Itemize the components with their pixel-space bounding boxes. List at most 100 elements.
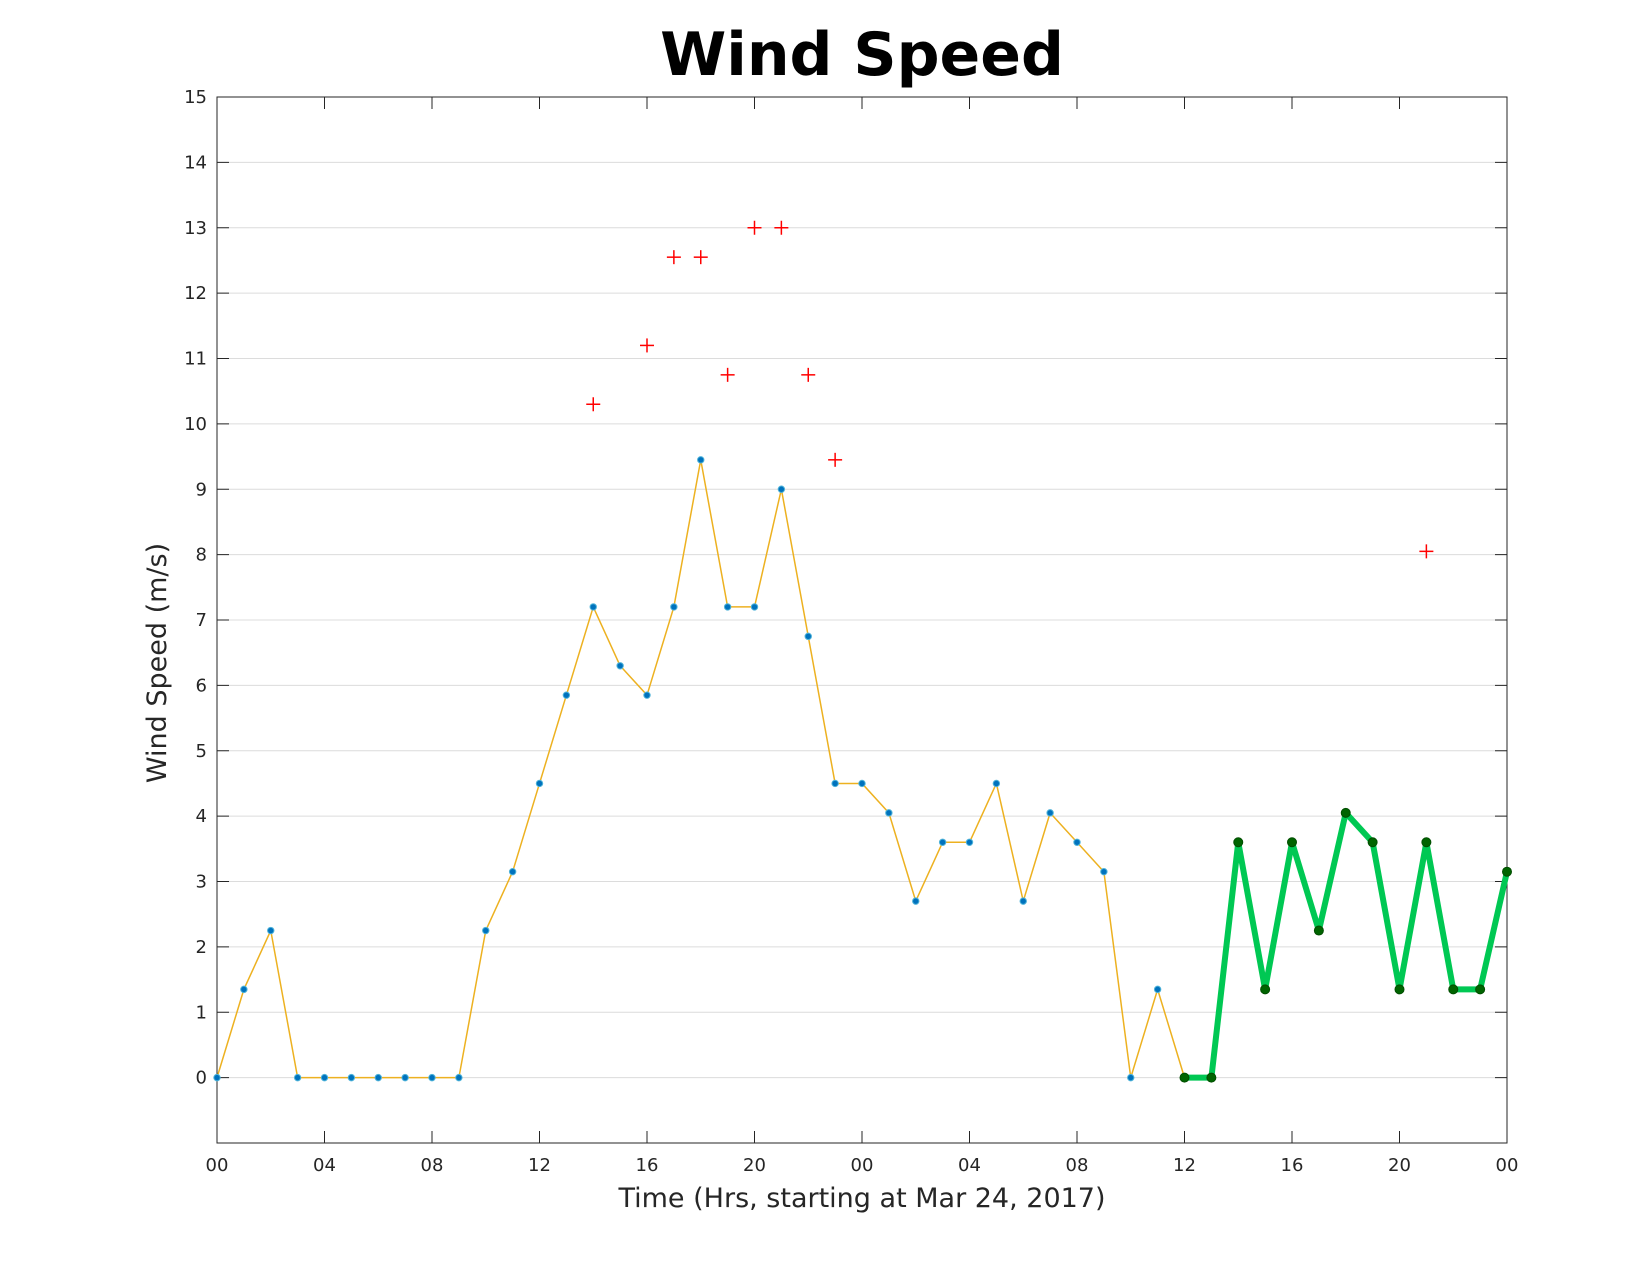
gust-point <box>720 367 735 382</box>
data-point <box>750 603 759 611</box>
y-tick-label: 13 <box>184 218 207 239</box>
x-tick-label: 08 <box>1066 1155 1089 1176</box>
x-tick-label: 04 <box>958 1155 981 1176</box>
y-tick-label: 8 <box>196 545 207 566</box>
y-tick-label: 14 <box>184 152 207 173</box>
data-point <box>213 1073 221 1082</box>
data-point <box>1502 866 1512 877</box>
data-point <box>616 662 624 670</box>
data-point <box>293 1073 302 1082</box>
data-point <box>804 632 812 641</box>
data-point <box>1287 837 1297 848</box>
data-point <box>1394 984 1405 995</box>
data-point <box>508 867 517 876</box>
series-1 <box>1179 807 1512 1083</box>
observed-line <box>216 459 1186 1079</box>
x-tick-label: 20 <box>1388 1155 1411 1176</box>
x-tick-label: 16 <box>1281 1155 1304 1176</box>
data-point <box>643 691 651 699</box>
data-series <box>213 220 1512 1083</box>
y-axis-label: Wind Speed (m/s) <box>142 543 173 783</box>
data-point <box>535 779 544 788</box>
data-point <box>267 926 275 935</box>
data-point <box>1019 897 1027 905</box>
data-point <box>1260 984 1271 995</box>
gust-point <box>666 250 681 265</box>
data-point <box>670 603 678 611</box>
y-tick-label: 9 <box>196 479 207 500</box>
gust-point <box>801 367 816 382</box>
y-tick-label: 11 <box>184 349 207 370</box>
series-0 <box>213 456 1189 1082</box>
x-tick-label: 00 <box>1496 1155 1519 1176</box>
y-tick-label: 12 <box>184 283 207 304</box>
data-point <box>320 1073 329 1082</box>
data-point <box>1046 809 1054 817</box>
data-point <box>938 838 947 846</box>
gust-point <box>1419 544 1434 559</box>
y-tick-label: 10 <box>184 414 207 435</box>
data-point <box>965 838 974 846</box>
y-tick-label: 4 <box>196 806 207 827</box>
data-point <box>723 603 732 611</box>
gust-point <box>747 220 762 235</box>
y-tick-label: 7 <box>196 610 207 631</box>
gust-point <box>774 220 789 235</box>
data-point <box>697 456 705 464</box>
data-point <box>885 809 893 817</box>
y-tick-label: 6 <box>196 675 207 696</box>
y-tick-label: 1 <box>196 1002 207 1023</box>
data-point <box>240 985 248 994</box>
data-point <box>374 1073 382 1082</box>
data-point <box>428 1073 436 1082</box>
data-point <box>1153 985 1162 994</box>
data-point <box>1475 984 1486 995</box>
data-point <box>562 691 571 699</box>
data-point <box>1421 837 1432 848</box>
y-tick-label: 5 <box>196 741 207 762</box>
x-tick-label: 12 <box>1173 1155 1196 1176</box>
data-point <box>1448 984 1459 995</box>
data-point <box>482 926 490 935</box>
gust-point <box>828 452 843 467</box>
x-tick-label: 12 <box>528 1155 551 1176</box>
x-axis-ticks: 00 04 08 12 16 20 00 04 08 12 16 20 00 <box>206 97 1519 1176</box>
data-point <box>1367 837 1378 848</box>
data-point <box>1179 1072 1190 1083</box>
data-point <box>858 779 866 788</box>
data-point <box>347 1073 356 1082</box>
chart-title: Wind Speed <box>660 20 1064 90</box>
forecast-line <box>1184 809 1510 1081</box>
data-point <box>1073 838 1081 846</box>
x-tick-label: 08 <box>421 1155 444 1176</box>
data-point <box>589 603 597 611</box>
data-point <box>1233 837 1244 848</box>
data-point <box>1100 867 1108 876</box>
gust-point <box>586 397 601 412</box>
data-point <box>1127 1073 1135 1082</box>
grid-lines <box>217 96 1507 1079</box>
x-tick-label: 00 <box>851 1155 874 1176</box>
y-tick-label: 3 <box>196 872 207 893</box>
data-point <box>992 779 1001 788</box>
y-tick-label: 15 <box>184 87 207 108</box>
data-point <box>912 897 920 905</box>
x-tick-label: 16 <box>636 1155 659 1176</box>
data-point <box>831 779 839 788</box>
series-2 <box>586 220 1434 559</box>
gust-point <box>693 250 708 265</box>
data-point <box>401 1073 409 1082</box>
data-point <box>777 485 786 493</box>
x-axis-label: Time (Hrs, starting at Mar 24, 2017) <box>617 1183 1105 1214</box>
data-point <box>1313 925 1324 936</box>
data-point <box>455 1073 463 1082</box>
gust-point <box>640 338 654 353</box>
x-tick-label: 00 <box>206 1155 229 1176</box>
y-tick-label: 0 <box>196 1068 207 1089</box>
data-point <box>1340 807 1351 818</box>
x-tick-label: 20 <box>743 1155 766 1176</box>
data-point <box>1206 1072 1217 1083</box>
y-tick-label: 2 <box>196 937 207 958</box>
